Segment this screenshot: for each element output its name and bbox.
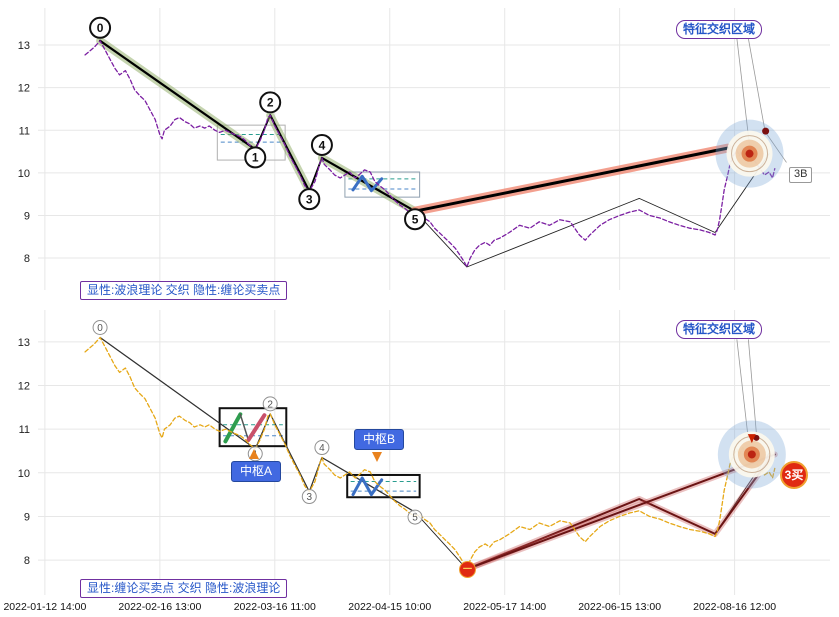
- y-tick-label: 13: [18, 337, 30, 349]
- pivot-a-label: 中枢A: [231, 461, 282, 482]
- wave-label-0-bottom: [92, 319, 108, 335]
- wave-label-3-top: [298, 188, 321, 211]
- marker-dot: [762, 127, 770, 135]
- svg-text:5: 5: [412, 213, 419, 227]
- region-leader-a: [748, 339, 757, 434]
- x-tick-label: 2022-03-16 11:00: [234, 601, 316, 613]
- svg-text:3: 3: [306, 492, 312, 503]
- feature-region-label-bottom: 特征交织区域: [676, 320, 763, 339]
- svg-text:0: 0: [97, 21, 104, 35]
- legend-bottom: 显性:缠论买卖点 交织 隐性:波浪理论: [80, 579, 288, 598]
- x-tick-label: 2022-04-15 10:00: [348, 601, 431, 613]
- wave-label-3-bottom: [301, 489, 317, 505]
- pivot-stroke: [351, 174, 384, 193]
- svg-text:2: 2: [267, 399, 273, 410]
- svg-text:4: 4: [319, 443, 325, 454]
- y-tick-label: 8: [24, 555, 30, 567]
- x-tick-label: 2022-01-12 14:00: [3, 601, 86, 613]
- price-line-top: [84, 40, 776, 268]
- region-leader-a: [748, 38, 765, 129]
- impulse-wave-0-1: [99, 39, 257, 151]
- y-tick-label: 12: [18, 381, 30, 393]
- pivot-box: [344, 171, 421, 198]
- segment-line: [99, 337, 770, 570]
- y-tick-label: 13: [18, 40, 30, 52]
- y-tick-label: 9: [24, 511, 30, 523]
- price-line-bottom: [84, 336, 776, 570]
- x-tick-label: 2022-02-16 13:00: [118, 601, 201, 613]
- pivot-stroke: [351, 476, 384, 497]
- marker-dot: [753, 434, 760, 441]
- wave-b-line: [413, 146, 730, 213]
- wave-label-1-top: [244, 146, 267, 169]
- segment-line: [99, 40, 770, 268]
- y-tick-label: 10: [18, 468, 30, 480]
- svg-text:4: 4: [319, 138, 326, 152]
- pivot-b-arrow-icon: [372, 452, 382, 462]
- badge-3b: 3B: [789, 167, 813, 183]
- legend-top: 显性:波浪理论 交织 隐性:缠论买卖点: [80, 281, 288, 300]
- down-arrow-icon: [747, 434, 756, 444]
- svg-text:5: 5: [412, 513, 418, 524]
- x-tick-label: 2022-05-17 14:00: [463, 601, 546, 613]
- wave-label-4-top: [310, 133, 333, 156]
- chan-trend-zigzag: [465, 458, 771, 571]
- pivot-box: [218, 407, 288, 448]
- chan-trend-line: [465, 453, 776, 571]
- y-tick-label: 11: [19, 424, 30, 436]
- pivot-box: [346, 473, 421, 499]
- region-leader-b: [736, 38, 750, 146]
- y-tick-label: 11: [19, 125, 30, 137]
- y-tick-label: 9: [24, 210, 30, 222]
- svg-text:1: 1: [252, 151, 259, 165]
- wave-label-4-bottom: [314, 440, 330, 456]
- pivot-b-label: 中枢B: [354, 429, 405, 450]
- pivot-stroke: [239, 413, 250, 441]
- target-bullseye: [731, 135, 769, 173]
- badge-3b-leader: [765, 132, 787, 163]
- svg-text:2: 2: [267, 96, 274, 110]
- badge-first-buy: 一: [459, 561, 476, 578]
- wave-label-2-bottom: [262, 396, 278, 412]
- svg-text:3: 3: [306, 192, 313, 206]
- feature-region-label-top: 特征交织区域: [676, 20, 763, 39]
- pivot-a-arrow-icon: [249, 449, 259, 459]
- pivot-stroke: [246, 413, 267, 443]
- impulse-wave-2-3: [269, 114, 311, 193]
- wave-label-5-bottom: [407, 509, 423, 525]
- pivot-stroke: [223, 412, 243, 444]
- x-tick-label: 2022-06-15 13:00: [578, 601, 661, 613]
- x-tick-label: 2022-08-16 12:00: [693, 601, 776, 613]
- badge-3buy: 3买: [780, 461, 808, 489]
- svg-text:0: 0: [97, 323, 103, 334]
- wave-label-0-top: [89, 16, 112, 39]
- wave-label-2-top: [259, 91, 282, 114]
- region-leader-b: [736, 339, 749, 441]
- y-tick-label: 10: [18, 168, 30, 180]
- y-tick-label: 8: [24, 253, 30, 265]
- wave-label-5-top: [404, 208, 427, 231]
- y-tick-label: 12: [18, 83, 30, 95]
